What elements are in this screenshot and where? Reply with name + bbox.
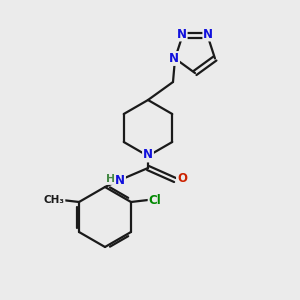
Text: N: N — [115, 173, 125, 187]
Text: Cl: Cl — [148, 194, 161, 206]
Text: CH₃: CH₃ — [44, 195, 64, 205]
Text: N: N — [177, 28, 187, 40]
Text: N: N — [169, 52, 179, 65]
Text: H: H — [106, 174, 116, 184]
Text: O: O — [177, 172, 187, 185]
Text: N: N — [143, 148, 153, 161]
Text: N: N — [203, 28, 213, 40]
